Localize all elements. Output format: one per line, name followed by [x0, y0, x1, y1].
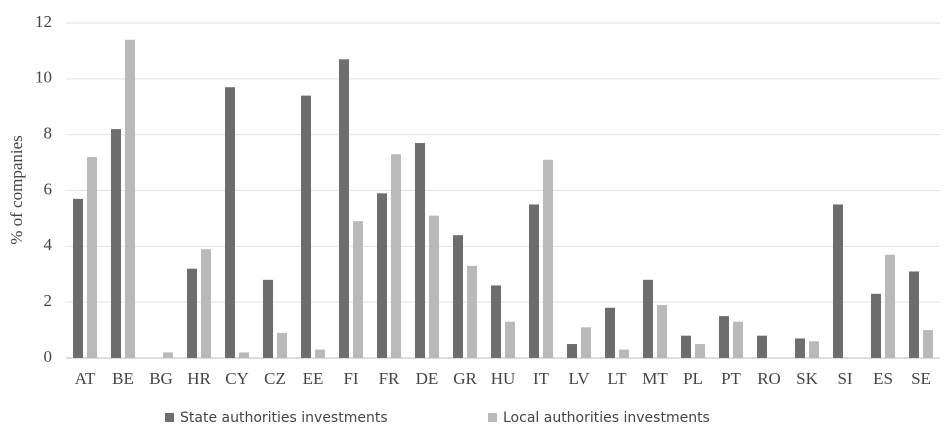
- x-tick-label: PL: [683, 369, 703, 388]
- bar: [125, 39, 135, 358]
- bar: [391, 154, 401, 358]
- bar: [795, 338, 805, 358]
- bar: [871, 293, 881, 358]
- bar: [163, 352, 173, 358]
- bar: [833, 204, 843, 358]
- bar: [885, 254, 895, 358]
- bar: [491, 285, 501, 358]
- bar: [757, 335, 767, 358]
- x-tick-label: CZ: [264, 369, 286, 388]
- x-tick-label: BE: [112, 369, 134, 388]
- bar: [681, 335, 691, 358]
- x-tick-label: FI: [343, 369, 358, 388]
- x-tick-label: SE: [911, 369, 931, 388]
- x-tick-label: RO: [757, 369, 781, 388]
- x-tick-label: AT: [75, 369, 96, 388]
- x-tick-label: MT: [642, 369, 668, 388]
- bar: [529, 204, 539, 358]
- legend-label: Local authorities investments: [503, 410, 710, 426]
- bar: [605, 307, 615, 358]
- x-tick-label: LV: [568, 369, 590, 388]
- bar: [619, 349, 629, 358]
- bar: [315, 349, 325, 358]
- x-tick-label: GR: [453, 369, 477, 388]
- legend-swatch: [165, 413, 174, 422]
- bar: [543, 159, 553, 358]
- x-tick-label: SI: [837, 369, 852, 388]
- bar: [187, 268, 197, 358]
- bar: [339, 59, 349, 359]
- y-tick-label: 2: [44, 291, 53, 310]
- bar: [923, 330, 933, 358]
- bar: [643, 279, 653, 358]
- x-tick-label: LT: [607, 369, 627, 388]
- y-tick-label: 6: [44, 179, 53, 198]
- y-tick-label: 8: [44, 124, 53, 143]
- bar: [719, 316, 729, 358]
- bar: [581, 327, 591, 358]
- bar: [657, 304, 667, 358]
- bar: [225, 87, 235, 358]
- bar: [73, 198, 83, 358]
- bar: [567, 344, 577, 358]
- x-tick-label: HU: [491, 369, 516, 388]
- bar: [453, 235, 463, 358]
- x-tick-label: CY: [225, 369, 249, 388]
- bar: [277, 332, 287, 358]
- bar: [87, 157, 97, 358]
- bar: [111, 129, 121, 358]
- bar: [809, 341, 819, 358]
- bar: [505, 321, 515, 358]
- x-tick-label: SK: [796, 369, 818, 388]
- legend-swatch: [488, 413, 497, 422]
- x-tick-label: IT: [533, 369, 550, 388]
- bar: [429, 215, 439, 358]
- legend-label: State authorities investments: [180, 410, 388, 426]
- x-tick-label: BG: [149, 369, 173, 388]
- x-tick-label: PT: [721, 369, 741, 388]
- bar: [415, 143, 425, 358]
- y-tick-label: 0: [44, 347, 53, 366]
- y-tick-label: 12: [35, 12, 52, 31]
- y-tick-label: 4: [44, 235, 53, 254]
- x-tick-label: EE: [303, 369, 324, 388]
- bar: [695, 344, 705, 358]
- x-tick-label: ES: [873, 369, 893, 388]
- x-tick-label: FR: [379, 369, 400, 388]
- bar: [377, 193, 387, 358]
- bar: [201, 249, 211, 358]
- y-tick-label: 10: [35, 68, 52, 87]
- bar: [909, 271, 919, 358]
- x-tick-label: DE: [416, 369, 439, 388]
- bar: [263, 279, 273, 358]
- bar: [353, 221, 363, 358]
- y-axis-label: % of companies: [7, 135, 26, 245]
- bar: [239, 352, 249, 358]
- bar: [301, 95, 311, 358]
- bar: [467, 265, 477, 358]
- bar: [733, 321, 743, 358]
- x-tick-label: HR: [187, 369, 211, 388]
